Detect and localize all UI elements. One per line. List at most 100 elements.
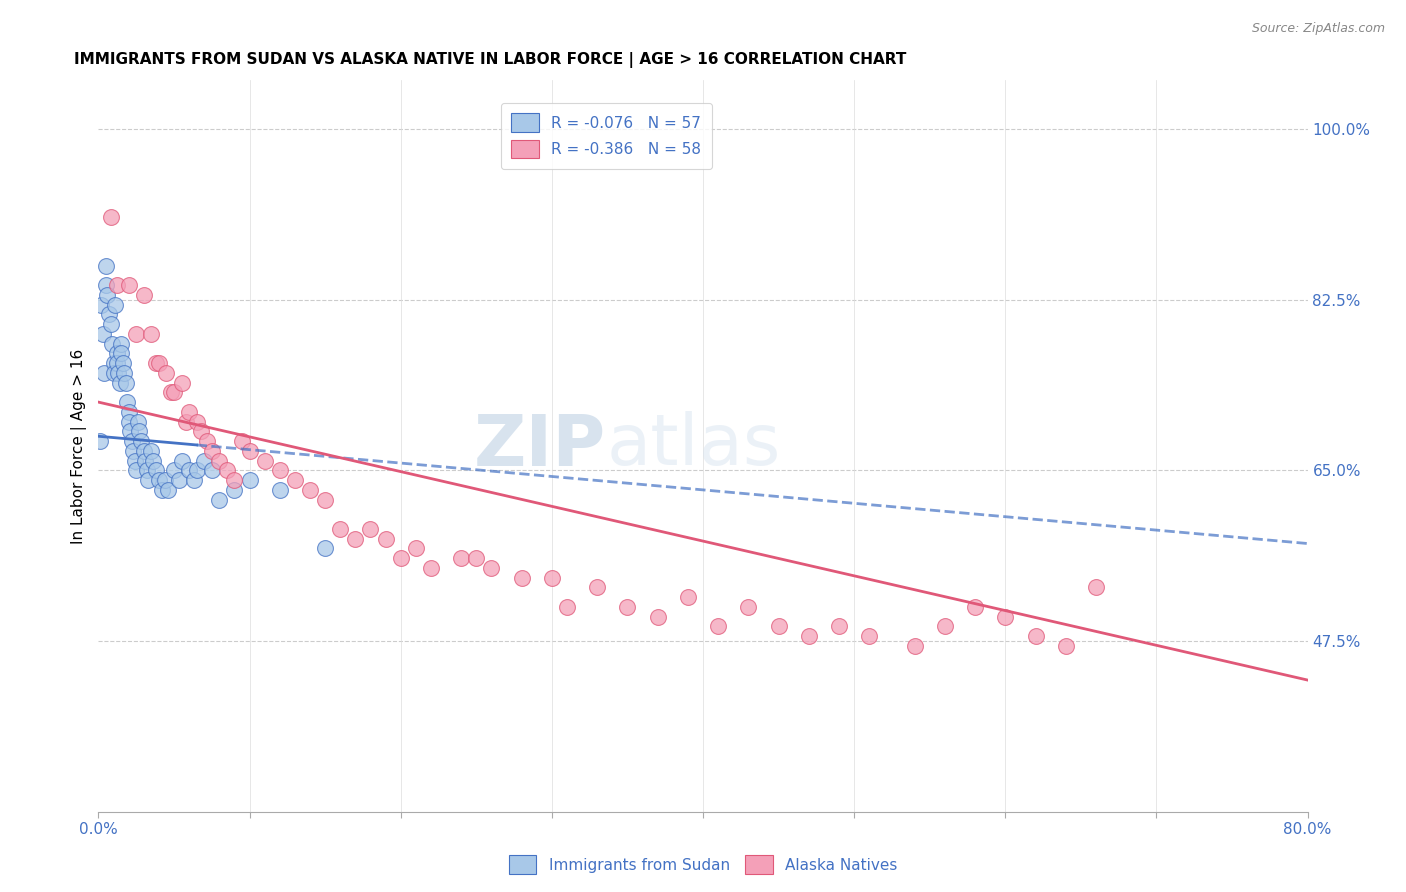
Point bbox=[934, 619, 956, 633]
Point bbox=[224, 473, 246, 487]
Point bbox=[186, 463, 208, 477]
Point bbox=[114, 376, 136, 390]
Point bbox=[183, 473, 205, 487]
Point bbox=[828, 619, 851, 633]
Legend: R = -0.076   N = 57, R = -0.386   N = 58: R = -0.076 N = 57, R = -0.386 N = 58 bbox=[501, 103, 711, 169]
Point bbox=[616, 599, 638, 614]
Point bbox=[104, 297, 127, 311]
Point bbox=[100, 317, 122, 331]
Point bbox=[179, 405, 201, 419]
Point bbox=[329, 522, 352, 536]
Point bbox=[112, 366, 135, 380]
Point bbox=[170, 376, 193, 390]
Point bbox=[647, 609, 669, 624]
Point bbox=[96, 288, 118, 302]
Point bbox=[239, 443, 262, 458]
Point bbox=[145, 356, 167, 370]
Point bbox=[201, 463, 224, 477]
Point bbox=[374, 532, 396, 546]
Point bbox=[111, 356, 134, 370]
Point bbox=[420, 561, 443, 575]
Point bbox=[145, 463, 167, 477]
Point bbox=[89, 434, 111, 449]
Point bbox=[105, 278, 128, 293]
Point bbox=[465, 551, 488, 566]
Point bbox=[103, 356, 125, 370]
Point bbox=[160, 385, 183, 400]
Point bbox=[269, 483, 291, 497]
Point bbox=[136, 473, 159, 487]
Point bbox=[94, 259, 117, 273]
Point bbox=[94, 278, 117, 293]
Point bbox=[208, 492, 231, 507]
Point bbox=[904, 639, 927, 653]
Point bbox=[101, 336, 124, 351]
Point bbox=[98, 307, 121, 321]
Point bbox=[170, 453, 193, 467]
Point bbox=[253, 453, 276, 467]
Point bbox=[148, 356, 170, 370]
Point bbox=[135, 463, 157, 477]
Text: Source: ZipAtlas.com: Source: ZipAtlas.com bbox=[1251, 22, 1385, 36]
Point bbox=[105, 346, 128, 360]
Point bbox=[195, 434, 218, 449]
Point bbox=[132, 443, 155, 458]
Point bbox=[797, 629, 820, 643]
Point bbox=[174, 415, 197, 429]
Point bbox=[141, 326, 163, 341]
Point bbox=[125, 463, 148, 477]
Point bbox=[167, 473, 190, 487]
Point bbox=[510, 571, 533, 585]
Point bbox=[127, 415, 149, 429]
Point bbox=[118, 415, 141, 429]
Point bbox=[1024, 629, 1046, 643]
Point bbox=[118, 405, 141, 419]
Point bbox=[555, 599, 578, 614]
Point bbox=[190, 425, 212, 439]
Point bbox=[994, 609, 1017, 624]
Point bbox=[208, 453, 231, 467]
Point bbox=[737, 599, 759, 614]
Legend: Immigrants from Sudan, Alaska Natives: Immigrants from Sudan, Alaska Natives bbox=[503, 849, 903, 880]
Point bbox=[153, 473, 176, 487]
Point bbox=[118, 278, 141, 293]
Point bbox=[150, 483, 173, 497]
Point bbox=[121, 434, 143, 449]
Point bbox=[105, 356, 128, 370]
Point bbox=[128, 425, 150, 439]
Point bbox=[108, 376, 131, 390]
Point bbox=[965, 599, 987, 614]
Point bbox=[405, 541, 427, 556]
Point bbox=[1085, 581, 1108, 595]
Point bbox=[129, 434, 152, 449]
Point bbox=[676, 590, 699, 604]
Point bbox=[389, 551, 412, 566]
Point bbox=[124, 453, 146, 467]
Point bbox=[269, 463, 291, 477]
Point bbox=[360, 522, 382, 536]
Text: IMMIGRANTS FROM SUDAN VS ALASKA NATIVE IN LABOR FORCE | AGE > 16 CORRELATION CHA: IMMIGRANTS FROM SUDAN VS ALASKA NATIVE I… bbox=[75, 52, 907, 68]
Point bbox=[132, 288, 155, 302]
Point bbox=[179, 463, 201, 477]
Point bbox=[586, 581, 609, 595]
Point bbox=[344, 532, 367, 546]
Point bbox=[163, 463, 186, 477]
Point bbox=[120, 425, 142, 439]
Y-axis label: In Labor Force | Age > 16: In Labor Force | Age > 16 bbox=[72, 349, 87, 543]
Point bbox=[299, 483, 322, 497]
Point bbox=[148, 473, 170, 487]
Point bbox=[91, 326, 114, 341]
Point bbox=[163, 385, 186, 400]
Point bbox=[540, 571, 562, 585]
Point bbox=[107, 366, 129, 380]
Point bbox=[707, 619, 730, 633]
Point bbox=[103, 366, 125, 380]
Point bbox=[141, 443, 163, 458]
Text: atlas: atlas bbox=[606, 411, 780, 481]
Point bbox=[156, 483, 179, 497]
Point bbox=[481, 561, 503, 575]
Point bbox=[115, 395, 138, 409]
Point bbox=[142, 453, 165, 467]
Point bbox=[110, 336, 132, 351]
Point bbox=[231, 434, 253, 449]
